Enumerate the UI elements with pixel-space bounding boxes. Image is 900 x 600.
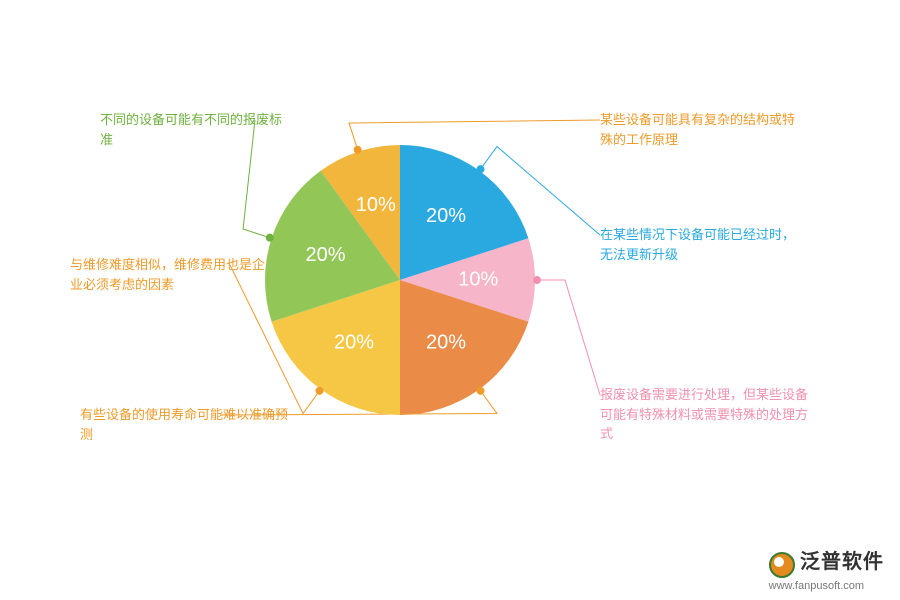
pct-label-scrap-standards: 20%	[306, 244, 346, 266]
annotation-scrap-standards: 不同的设备可能有不同的报废标准	[100, 110, 290, 149]
leader-dot-lifespan-uncertain	[477, 387, 485, 395]
pct-label-lifespan-uncertain: 20%	[426, 332, 466, 354]
pct-label-repair-cost: 20%	[334, 332, 374, 354]
logo-icon	[769, 552, 795, 578]
logo-brand-text: 泛普软件	[800, 551, 884, 573]
leader-dot-complex-structure	[354, 146, 362, 154]
pct-label-special-disposal: 10%	[458, 268, 498, 290]
leader-dot-repair-cost	[315, 387, 323, 395]
leader-dot-outdated	[477, 165, 485, 173]
pie-svg: 10% 20% 10% 20% 20% 20%	[0, 0, 900, 600]
brand-logo: 泛普软件 www.fanpusoft.com	[769, 545, 884, 592]
annotation-outdated: 在某些情况下设备可能已经过时，无法更新升级	[600, 225, 800, 264]
annotation-repair-cost: 与维修难度相似，维修费用也是企业必须考虑的因素	[70, 255, 270, 294]
logo-url-text: www.fanpusoft.com	[769, 580, 864, 592]
leader-line-complex-structure	[349, 120, 600, 150]
annotation-lifespan-uncertain: 有些设备的使用寿命可能难以准确预测	[80, 405, 300, 444]
annotation-complex-structure: 某些设备可能具有复杂的结构或特殊的工作原理	[600, 110, 800, 149]
leader-line-special-disposal	[537, 280, 600, 395]
leader-dot-scrap-standards	[266, 234, 274, 242]
leader-dot-special-disposal	[533, 276, 541, 284]
pct-label-outdated: 20%	[426, 205, 466, 227]
pct-label-complex-structure: 10%	[356, 194, 396, 216]
annotation-special-disposal: 报废设备需要进行处理，但某些设备可能有特殊材料或需要特殊的处理方式	[600, 385, 820, 444]
chart-container: { "pie": { "type": "pie", "center": { "x…	[0, 0, 900, 600]
